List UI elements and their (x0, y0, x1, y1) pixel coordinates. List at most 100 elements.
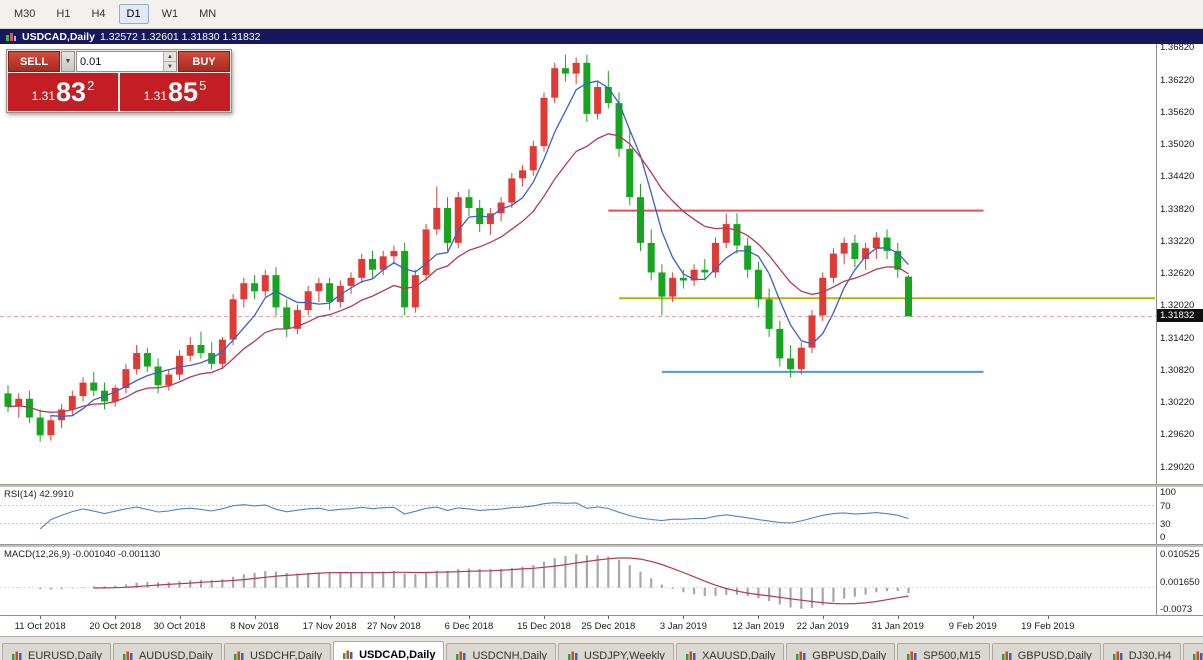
volume-down-icon[interactable]: ▼ (164, 61, 176, 71)
price-axis-label: 1.29620 (1160, 429, 1195, 441)
chart-tab-label: SP500,M15 (923, 649, 981, 660)
buy-price-small: 1.31 (143, 88, 168, 103)
price-axis-label: 1.31420 (1160, 332, 1195, 344)
chart-tab-dj30-h4[interactable]: DJ30,H4 (1102, 643, 1181, 660)
time-axis-tick (179, 616, 181, 619)
time-axis-tick (329, 616, 331, 619)
time-axis-label: 15 Dec 2018 (517, 621, 571, 632)
buy-button[interactable]: BUY (178, 51, 230, 72)
ma-fast-line (50, 80, 909, 417)
volume-dropdown-icon[interactable]: ▼ (61, 51, 75, 72)
time-axis-tick (683, 616, 685, 619)
time-axis-label: 9 Feb 2019 (948, 621, 997, 632)
macd-label: MACD(12,26,9) -0.001040 -0.001130 (4, 549, 161, 560)
timeframe-button-w1[interactable]: W1 (154, 4, 187, 24)
chart-tab-usdjpy-weekly[interactable]: USDJPY,Weekly (558, 643, 674, 660)
one-click-trading-panel: SELL ▼ ▲ ▼ BUY 1.31 83 2 1.3 (6, 49, 232, 113)
chart-tab-label: GBPUSD,Daily (812, 649, 887, 660)
price-axis-label: 1.30220 (1160, 397, 1195, 409)
chart-tab-label: USDCHF,Daily (249, 649, 323, 660)
price-axis-label: 1.32020 (1160, 300, 1195, 312)
price-axis[interactable]: 1.36820 1.36220 1.35620 1.35020 1.34420 1.338… (1156, 44, 1203, 484)
candlestick-series (4, 54, 912, 442)
time-axis-tick (254, 616, 256, 619)
time-axis-tick (468, 616, 470, 619)
sell-price-display[interactable]: 1.31 83 2 (8, 73, 118, 111)
rsi-line (39, 502, 909, 530)
volume-up-icon[interactable]: ▲ (164, 52, 176, 61)
chart-tab-icon (796, 651, 806, 660)
price-axis-label: 1.33220 (1160, 235, 1195, 247)
macd-axis[interactable]: 0.010525 0.001650 -0.0073 (1156, 547, 1203, 615)
timeframe-button-h4[interactable]: H4 (83, 4, 113, 24)
chart-title-bar[interactable]: USDCAD,Daily 1.32572 1.32601 1.31830 1.3… (0, 29, 1203, 44)
macd-histogram (17, 554, 910, 609)
time-axis-label: 30 Oct 2018 (153, 621, 206, 632)
chart-tab-audusd-daily[interactable]: AUDUSD,Daily (112, 643, 222, 660)
chart-tab-tech100[interactable]: TECH100 (1182, 643, 1203, 660)
macd-axis-label: -0.0073 (1160, 604, 1193, 615)
chart-tab-icon (907, 651, 917, 660)
timeframe-button-m30[interactable]: M30 (6, 4, 43, 24)
time-axis-tick (897, 616, 899, 619)
time-axis[interactable]: 11 Oct 2018 20 Oct 2018 30 Oct 2018 8 Nov 2… (0, 615, 1203, 636)
chart-tab-bar: EURUSD,Daily AUDUSD,Daily USDCHF,Daily USDC… (0, 636, 1203, 660)
timeframe-button-mn[interactable]: MN (191, 4, 224, 24)
chart-tab-eurusd-daily[interactable]: EURUSD,Daily (2, 643, 111, 660)
time-axis-tick (393, 616, 395, 619)
chart-tab-label: AUDUSD,Daily (138, 649, 213, 660)
chart-tab-icon (122, 651, 133, 660)
price-axis-label: 1.35620 (1160, 106, 1195, 118)
sell-price-sup: 2 (87, 78, 95, 93)
chart-tab-usdcnh-daily[interactable]: USDCNH,Daily (446, 643, 557, 660)
price-axis-label: 1.32620 (1160, 268, 1195, 280)
time-axis-label: 20 Oct 2018 (89, 621, 142, 632)
price-axis-label: 1.35020 (1160, 139, 1195, 151)
buy-price-display[interactable]: 1.31 85 5 (120, 73, 230, 111)
time-axis-label: 3 Jan 2019 (659, 621, 707, 632)
time-axis-label: 6 Dec 2018 (444, 621, 494, 632)
chart-tab-xauusd-daily[interactable]: XAUUSD,Daily (675, 643, 785, 660)
time-axis-tick (1047, 616, 1049, 619)
rsi-axis[interactable]: 100 70 30 0 (1156, 487, 1203, 544)
rsi-pane: RSI(14) 42.9910 100 70 30 0 (0, 487, 1203, 544)
rsi-axis-label: 100 (1160, 487, 1176, 498)
chart-tab-label: USDCAD,Daily (359, 648, 436, 660)
rsi-label: RSI(14) 42.9910 (4, 489, 74, 500)
volume-field: ▲ ▼ (76, 51, 177, 72)
time-axis-tick (115, 616, 117, 619)
pane-divider[interactable] (0, 484, 1203, 487)
time-axis-label: 27 Nov 2018 (366, 621, 421, 632)
chart-ohlc-readout: 1.32572 1.32601 1.31830 1.31832 (99, 30, 261, 43)
volume-input[interactable] (77, 52, 163, 71)
chart-tab-gbpusd-daily[interactable]: GBPUSD,Daily (991, 643, 1101, 660)
rsi-axis-label: 70 (1160, 500, 1171, 512)
current-price-badge: 1.31832 (1157, 309, 1203, 323)
price-axis-label: 1.34420 (1160, 171, 1195, 183)
macd-axis-label: 0.010525 (1160, 549, 1200, 560)
chart-tab-icon (456, 651, 466, 660)
macd-signal-line (93, 557, 909, 605)
chart-tab-usdchf-daily[interactable]: USDCHF,Daily (223, 643, 332, 660)
sell-button[interactable]: SELL (8, 51, 60, 72)
chart-tab-icon (233, 651, 244, 660)
macd-canvas[interactable] (0, 547, 1156, 615)
timeframe-button-d1[interactable]: D1 (118, 4, 149, 24)
rsi-axis-label: 30 (1160, 518, 1171, 530)
chart-tab-usdcad-daily[interactable]: USDCAD,Daily (333, 641, 445, 660)
chart-tab-icon (1001, 651, 1012, 660)
rsi-canvas[interactable] (0, 487, 1156, 544)
chart-tab-sp500-m15[interactable]: SP500,M15 (897, 643, 990, 660)
chart-tab-label: DJ30,H4 (1128, 649, 1172, 660)
chart-tab-icon (568, 651, 578, 660)
time-axis-label: 25 Dec 2018 (581, 621, 636, 632)
price-axis-label: 1.33820 (1160, 203, 1195, 215)
pane-divider[interactable] (0, 544, 1203, 547)
timeframe-button-h1[interactable]: H1 (48, 4, 78, 24)
time-axis-label: 22 Jan 2019 (796, 621, 849, 632)
time-axis-tick (40, 616, 42, 619)
main-chart-canvas[interactable] (0, 44, 1156, 484)
chart-tab-label: EURUSD,Daily (28, 649, 102, 660)
chart-tab-gbpusd-daily[interactable]: GBPUSD,Daily (786, 643, 896, 660)
volume-spinner: ▲ ▼ (163, 52, 176, 71)
